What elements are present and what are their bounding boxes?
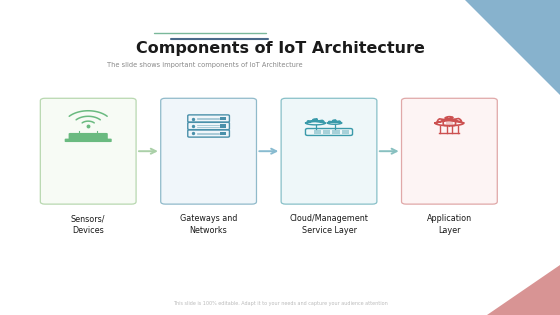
Text: Gateways and
Networks: Gateways and Networks <box>180 214 237 235</box>
FancyBboxPatch shape <box>220 124 226 128</box>
FancyBboxPatch shape <box>68 133 108 140</box>
FancyBboxPatch shape <box>402 98 497 204</box>
Text: Components of IoT Architecture: Components of IoT Architecture <box>136 41 424 56</box>
Polygon shape <box>487 265 560 315</box>
FancyBboxPatch shape <box>281 98 377 204</box>
FancyBboxPatch shape <box>161 98 256 204</box>
FancyBboxPatch shape <box>220 132 226 135</box>
Text: The slide shows important components of IoT Architecture: The slide shows important components of … <box>106 61 302 68</box>
FancyBboxPatch shape <box>342 130 349 134</box>
Text: Sensors/
Devices: Sensors/ Devices <box>71 214 105 235</box>
Text: Cloud/Management
Service Layer: Cloud/Management Service Layer <box>290 214 368 235</box>
FancyBboxPatch shape <box>220 117 226 120</box>
Text: This slide is 100% editable. Adapt it to your needs and capture your audience at: This slide is 100% editable. Adapt it to… <box>172 301 388 306</box>
FancyBboxPatch shape <box>446 121 453 124</box>
Polygon shape <box>465 0 560 94</box>
FancyBboxPatch shape <box>64 139 111 142</box>
Text: Application
Layer: Application Layer <box>427 214 472 235</box>
FancyBboxPatch shape <box>40 98 136 204</box>
FancyBboxPatch shape <box>323 130 330 134</box>
FancyBboxPatch shape <box>314 130 321 134</box>
FancyBboxPatch shape <box>332 130 340 134</box>
